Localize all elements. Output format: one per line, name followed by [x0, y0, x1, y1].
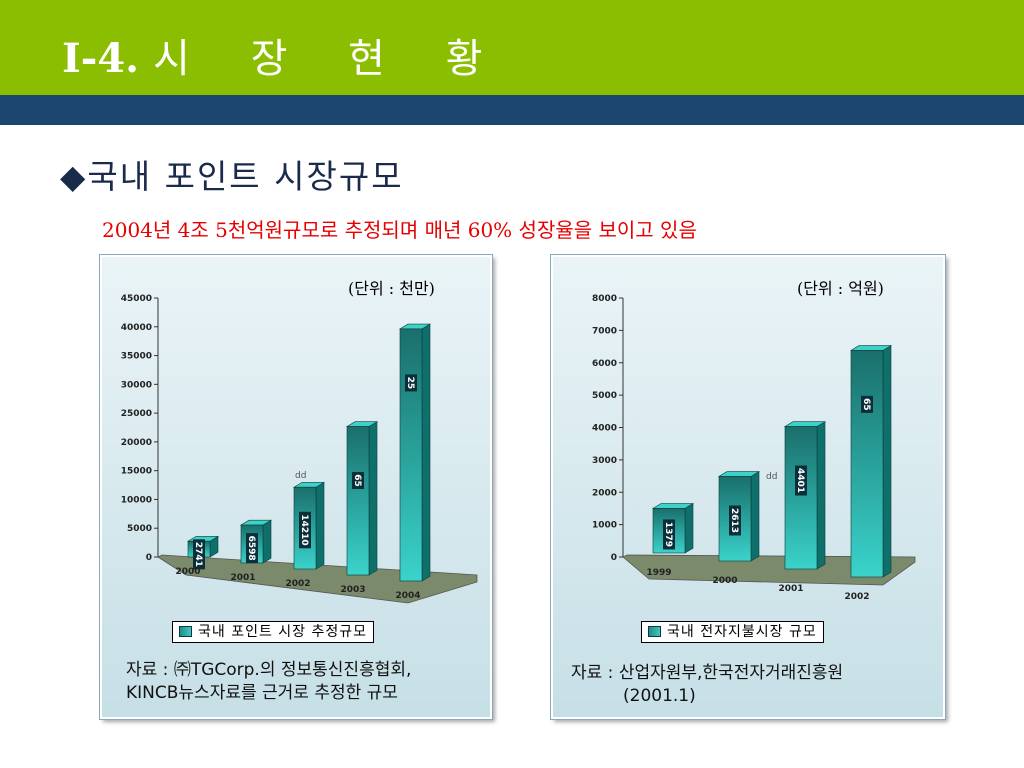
R-data-label: 2613 — [729, 508, 739, 533]
R-data-label: 65 — [861, 398, 871, 411]
L-bar-side — [368, 421, 378, 576]
L-y-tick-label: 30000 — [121, 380, 152, 390]
L-y-tick-label: 0 — [146, 553, 152, 563]
R-y-tick-label: 7000 — [592, 326, 617, 336]
left-legend-label: 국내 포인트 시장 추정규모 — [198, 624, 368, 640]
R-x-tick-label: 1999 — [646, 568, 671, 578]
L-y-tick-label: 45000 — [121, 294, 152, 304]
R-bar — [850, 350, 884, 578]
right-source-line2: (2001.1) — [623, 686, 696, 706]
R-y-tick-label: 8000 — [592, 294, 617, 304]
right-legend: 국내 전자지불시장 규모 — [641, 621, 824, 643]
R-y-tick-label: 5000 — [592, 391, 617, 401]
R-floor — [622, 554, 916, 586]
L-data-label: 2741 — [193, 542, 203, 567]
L-bar-side — [262, 519, 272, 564]
R-y-tick-label: 6000 — [592, 359, 617, 369]
R-bar-side — [684, 503, 694, 554]
L-data-label: 65 — [352, 474, 362, 487]
R-bar — [784, 426, 818, 570]
L-data-label-bg — [246, 533, 258, 564]
L-data-label-bg — [352, 472, 364, 490]
L-y-tick-label: 10000 — [121, 495, 152, 505]
slide-title-text: 시 장 현 황 — [153, 36, 507, 82]
L-y-tick-label: 35000 — [121, 352, 152, 362]
left-source-line1: 자료 : ㈜TGCorp.의 정보통신진흥협회, — [126, 660, 412, 680]
R-y-tick-label: 3000 — [592, 456, 617, 466]
title-bar — [0, 0, 1024, 95]
L-bar-side — [421, 323, 431, 582]
R-data-label: 1379 — [663, 522, 673, 547]
right-legend-label: 국내 전자지불시장 규모 — [667, 624, 817, 640]
L-bar-side — [315, 481, 325, 570]
right-legend-swatch — [648, 625, 661, 637]
accent-bar — [0, 95, 1024, 125]
R-y-tick-label: 2000 — [592, 488, 617, 498]
left-legend-swatch — [179, 625, 192, 637]
L-floor — [157, 554, 478, 604]
left-legend: 국내 포인트 시장 추정규모 — [172, 621, 375, 643]
left-chart: 4500040000350003000025000200001500010000… — [121, 294, 478, 604]
right-chart: 8000 7000 6000 5000 4000 3000 2000 1000 0 1379 199… — [592, 294, 916, 602]
R-data-label-bg — [663, 519, 675, 550]
L-bar — [399, 328, 423, 582]
L-bar — [346, 426, 370, 576]
L-data-label-bg — [299, 511, 311, 549]
L-data-label-bg — [193, 539, 205, 570]
R-bar-side — [816, 421, 826, 570]
R-data-label-bg — [729, 505, 741, 536]
L-annotation: dd — [295, 471, 306, 481]
L-y-tick-label: 40000 — [121, 323, 152, 333]
R-y-tick-label: 1000 — [592, 521, 617, 531]
left-unit-label: (단위 : 천만) — [348, 279, 435, 298]
R-x-tick-label: 2002 — [844, 592, 869, 602]
L-y-tick-label: 20000 — [121, 438, 152, 448]
R-annotation: dd — [766, 472, 777, 482]
R-data-label: 4401 — [795, 468, 805, 493]
L-x-tick-label: 2004 — [395, 591, 420, 601]
L-x-tick-label: 2003 — [340, 585, 365, 595]
left-source: 자료 : ㈜TGCorp.의 정보통신진흥협회, KINCB뉴스자료를 근거로 … — [126, 659, 411, 705]
L-data-label: 25 — [405, 377, 415, 390]
R-data-label-bg — [861, 395, 873, 413]
summary-line: 2004년 4조 5천억원규모로 추정되며 매년 60% 성장율을 보이고 있음 — [102, 218, 697, 242]
slide-title: I-4. 시 장 현 황 — [62, 26, 506, 84]
R-y-tick-label: 0 — [611, 553, 617, 563]
L-data-label: 14210 — [299, 514, 309, 545]
L-x-tick-label: 2002 — [285, 579, 310, 589]
right-unit-label: (단위 : 억원) — [797, 279, 884, 298]
R-y-tick-label: 4000 — [592, 424, 617, 434]
R-data-label-bg — [795, 465, 807, 496]
right-chart-panel: 8000 7000 6000 5000 4000 3000 2000 1000 0 1379 199… — [550, 254, 946, 720]
L-data-label: 6598 — [246, 536, 256, 561]
L-data-label-bg — [405, 374, 417, 392]
L-y-tick-label: 15000 — [121, 467, 152, 477]
section-heading: ◆국내 포인트 시장규모 — [60, 157, 404, 196]
left-chart-panel: 45000 40000 35000 30000 25000 20000 15000 10000… — [99, 254, 493, 720]
R-bar-side — [882, 345, 892, 578]
R-bar-side — [750, 471, 760, 562]
left-source-line2: KINCB뉴스자료를 근거로 추정한 규모 — [126, 683, 398, 703]
R-x-tick-label: 2001 — [778, 584, 803, 594]
L-y-tick-label: 5000 — [127, 524, 152, 534]
L-y-tick-label: 25000 — [121, 409, 152, 419]
right-source: 자료 : 산업자원부,한국전자거래진흥원 (2001.1) — [571, 662, 843, 708]
L-x-tick-label: 2001 — [230, 573, 255, 583]
L-x-tick-label: 2000 — [175, 567, 200, 577]
right-source-line1: 자료 : 산업자원부,한국전자거래진흥원 — [571, 663, 844, 683]
R-x-tick-label: 2000 — [712, 576, 737, 586]
slide-title-number: I-4. — [62, 35, 140, 82]
